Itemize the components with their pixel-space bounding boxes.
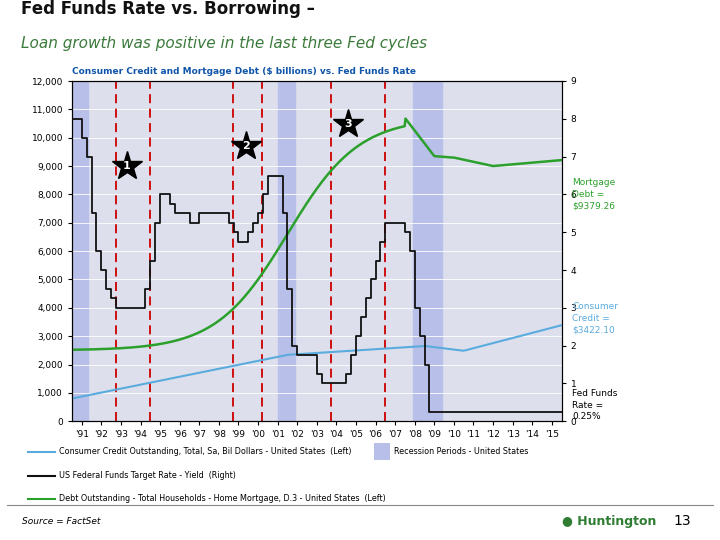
- Text: Fed Funds Rate vs. Borrowing –: Fed Funds Rate vs. Borrowing –: [22, 0, 315, 18]
- Text: ● Huntington: ● Huntington: [562, 515, 656, 528]
- Text: Source = FactSet: Source = FactSet: [22, 517, 100, 525]
- Text: Fed Funds
Rate =
0.25%: Fed Funds Rate = 0.25%: [572, 389, 618, 421]
- Text: Consumer Credit Outstanding, Total, Sa, Bil Dollars - United States  (Left): Consumer Credit Outstanding, Total, Sa, …: [59, 447, 351, 456]
- Bar: [278, 81, 295, 421]
- Bar: [72, 81, 88, 421]
- Text: Debt Outstanding - Total Households - Home Mortgage, D.3 - United States  (Left): Debt Outstanding - Total Households - Ho…: [59, 494, 386, 503]
- Text: Consumer
Credit =
$3422.10: Consumer Credit = $3422.10: [572, 302, 618, 335]
- Text: US Federal Funds Target Rate - Yield  (Right): US Federal Funds Target Rate - Yield (Ri…: [59, 471, 235, 480]
- Text: Mortgage
Debt =
$9379.26: Mortgage Debt = $9379.26: [572, 178, 616, 211]
- Bar: [413, 81, 442, 421]
- Text: 3: 3: [344, 118, 352, 129]
- Text: 1: 1: [123, 161, 131, 171]
- Bar: [374, 443, 390, 460]
- Text: Recession Periods - United States: Recession Periods - United States: [394, 447, 528, 456]
- Text: Consumer Credit and Mortgage Debt ($ billions) vs. Fed Funds Rate: Consumer Credit and Mortgage Debt ($ bil…: [72, 67, 416, 76]
- Text: 13: 13: [674, 514, 691, 528]
- Text: Loan growth was positive in the last three Fed cycles: Loan growth was positive in the last thr…: [22, 36, 428, 51]
- Text: 2: 2: [243, 141, 250, 151]
